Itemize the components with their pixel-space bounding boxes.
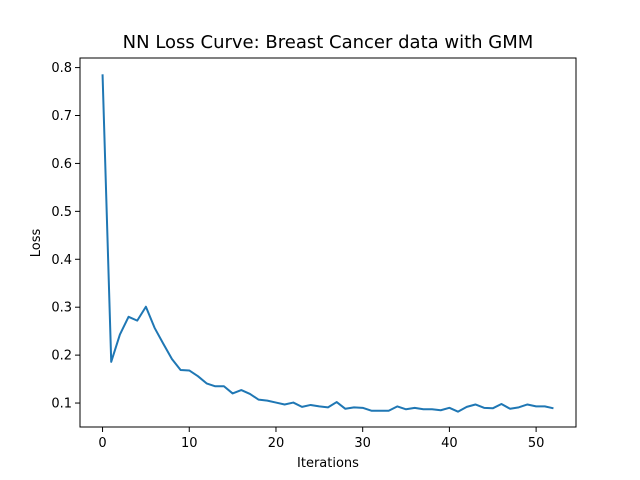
x-axis-label: Iterations	[297, 456, 359, 471]
y-tick-label: 0.8	[51, 61, 72, 76]
y-tick-label: 0.3	[51, 301, 72, 316]
loss-series-line	[101, 74, 554, 413]
chart-title: NN Loss Curve: Breast Cancer data with G…	[123, 32, 534, 53]
x-axis-ticks: 0 10 20 30 40 50	[98, 427, 544, 451]
y-tick-label: 0.2	[51, 349, 72, 364]
y-tick-label: 0.1	[51, 397, 72, 412]
y-axis-ticks: 0.1 0.2 0.3 0.4 0.5 0.6 0.7 0.8	[51, 61, 80, 412]
x-tick-label: 30	[354, 436, 371, 451]
x-tick-label: 0	[98, 436, 106, 451]
y-axis-label: Loss	[29, 229, 44, 258]
x-tick-label: 10	[181, 436, 198, 451]
y-tick-label: 0.7	[51, 109, 72, 124]
y-tick-label: 0.6	[51, 157, 72, 172]
x-tick-label: 50	[528, 436, 545, 451]
y-tick-label: 0.5	[51, 205, 72, 220]
series-line-group	[101, 74, 554, 413]
y-tick-label: 0.4	[51, 253, 72, 268]
x-tick-label: 20	[268, 436, 285, 451]
x-tick-label: 40	[441, 436, 458, 451]
plot-frame	[79, 57, 577, 428]
